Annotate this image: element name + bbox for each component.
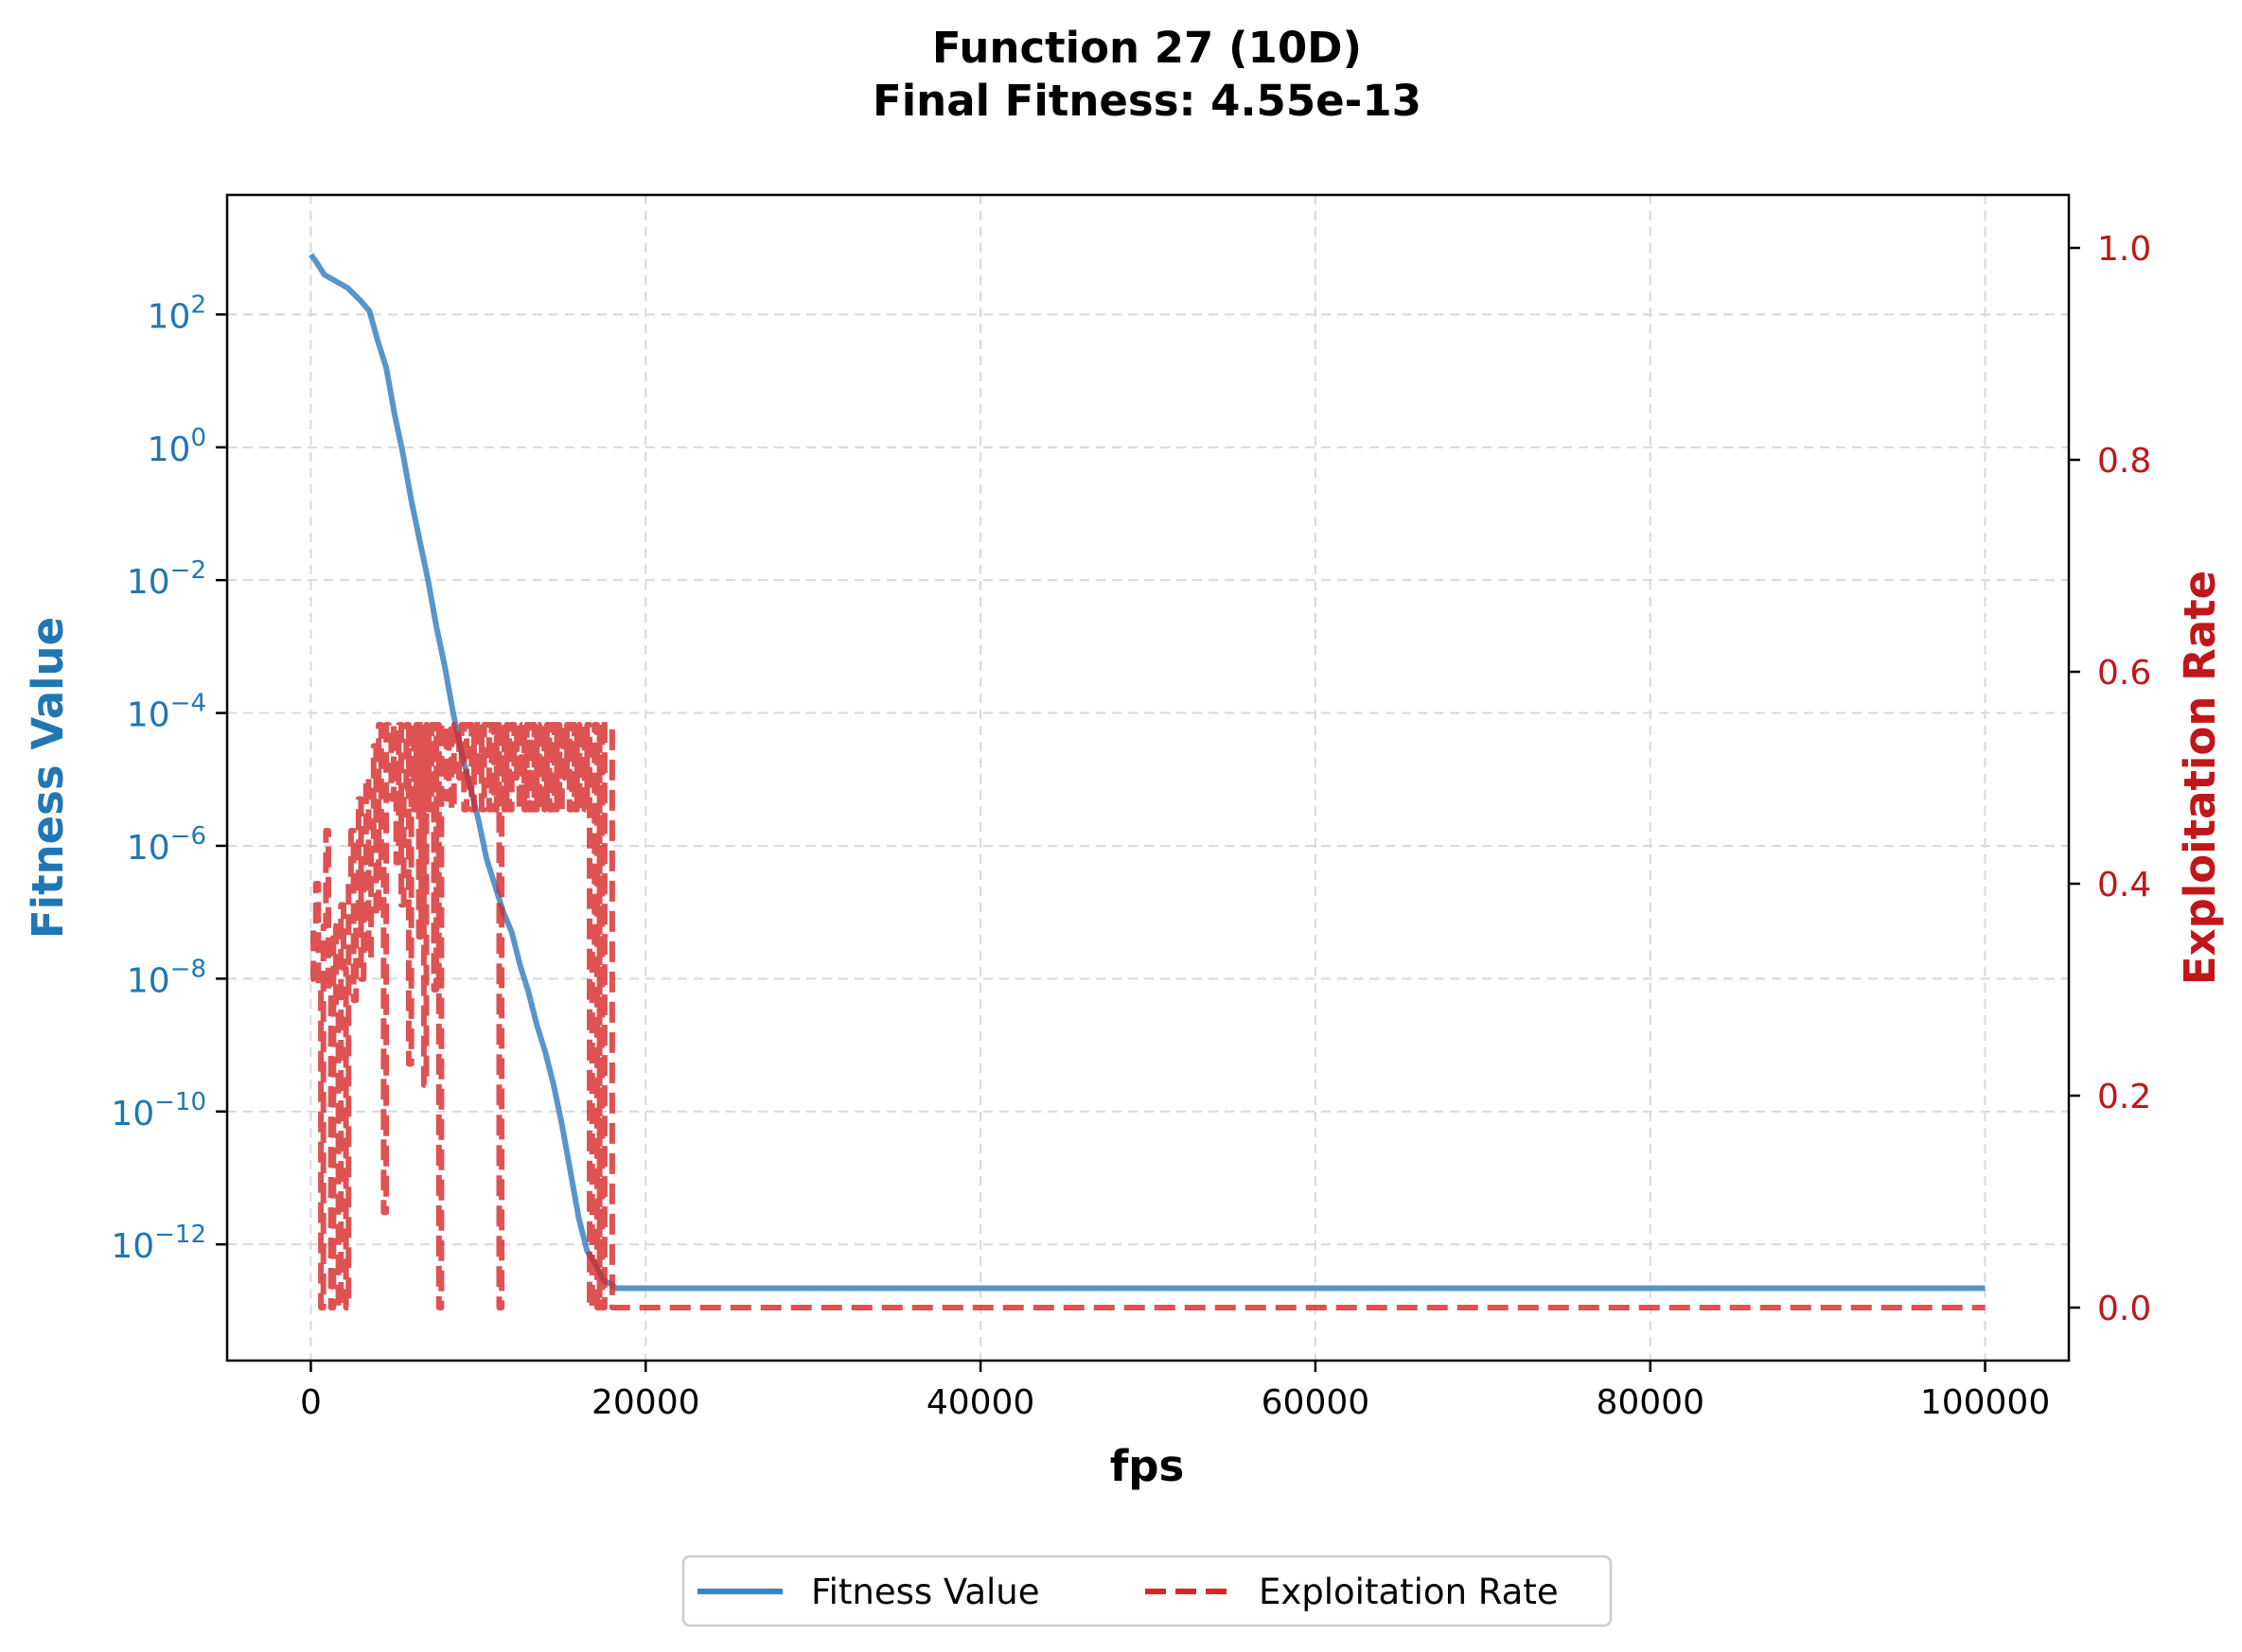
left-y-tick-label: 10−4 <box>127 690 206 735</box>
left-y-tick-label: 10−6 <box>127 822 206 868</box>
right-y-tick-label: 0.6 <box>2097 654 2151 693</box>
left-y-axis-label: Fitness Value <box>23 617 73 939</box>
right-y-tick-label: 0.0 <box>2097 1290 2151 1328</box>
right-y-tick-label: 1.0 <box>2097 230 2151 269</box>
x-tick-label: 100000 <box>1920 1383 2050 1422</box>
left-y-tick-label: 10−10 <box>111 1088 206 1134</box>
right-y-axis-label: Exploitation Rate <box>2175 571 2225 985</box>
legend: Fitness Value Exploitation Rate <box>681 1555 1613 1627</box>
chart-subtitle: Final Fitness: 4.55e-13 <box>873 76 1421 126</box>
series-layer <box>309 253 1986 1310</box>
right-y-tick-label: 0.2 <box>2097 1078 2151 1116</box>
left-y-tick-label: 10−8 <box>127 955 206 1000</box>
grid-lines <box>227 195 2069 1361</box>
legend-label-fitness: Fitness Value <box>811 1572 1040 1612</box>
chart-title: Function 27 (10D) <box>932 23 1362 73</box>
left-y-tick-label: 10−12 <box>111 1221 206 1266</box>
x-tick-label: 60000 <box>1262 1383 1370 1422</box>
x-axis-ticks: 0 20000 40000 60000 80000 100000 <box>300 1361 2050 1422</box>
exploitation-rate-line <box>310 722 1986 1310</box>
x-tick-label: 20000 <box>591 1383 700 1422</box>
x-axis-label: fps <box>1110 1441 1185 1491</box>
right-y-tick-label: 0.8 <box>2097 442 2151 481</box>
right-y-tick-label: 0.4 <box>2097 866 2151 905</box>
left-y-tick-label: 100 <box>148 424 206 469</box>
left-y-axis-ticks: 102 100 10−2 10−4 10−6 10−8 10−10 10−12 <box>111 290 227 1266</box>
x-tick-label: 0 <box>300 1383 322 1422</box>
plot-frame <box>225 193 2071 1362</box>
x-tick-label: 80000 <box>1596 1383 1704 1422</box>
left-y-tick-label: 102 <box>148 290 206 336</box>
legend-label-exploitation: Exploitation Rate <box>1259 1572 1559 1612</box>
left-y-tick-label: 10−2 <box>127 556 206 602</box>
x-tick-label: 40000 <box>927 1383 1035 1422</box>
right-y-axis-ticks: 0.0 0.2 0.4 0.6 0.8 1.0 <box>2069 230 2151 1328</box>
